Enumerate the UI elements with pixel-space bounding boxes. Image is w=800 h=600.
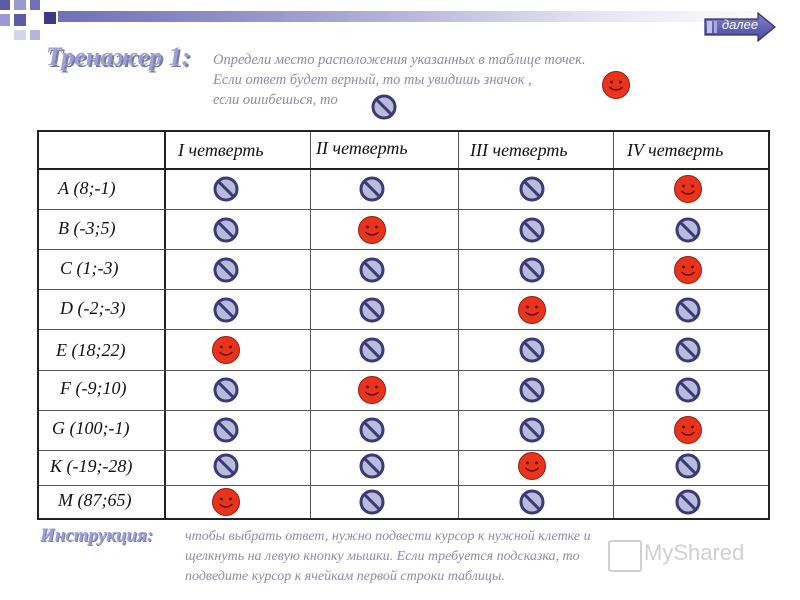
column-header-quadrant-3[interactable]: III четверть (470, 140, 568, 160)
answer-cell[interactable] (357, 415, 387, 445)
answer-cell[interactable] (673, 415, 703, 445)
page-title: Тренажер 1: (46, 42, 191, 71)
answer-cell[interactable] (211, 375, 241, 405)
instructions-text: чтобы выбрать ответ, нужно подвести курс… (185, 527, 715, 587)
answer-cell[interactable] (517, 375, 547, 405)
answer-cell[interactable] (357, 451, 387, 481)
answer-cell[interactable] (673, 215, 703, 245)
presentation-icon (608, 540, 642, 572)
next-button-label: далее (722, 17, 759, 32)
answer-cell[interactable] (357, 215, 387, 245)
answer-cell[interactable] (673, 375, 703, 405)
column-header-quadrant-4[interactable]: IV четверть (627, 140, 724, 160)
row-label: М (87;65) (58, 490, 132, 510)
grid-line (39, 168, 768, 170)
answer-cell[interactable] (673, 487, 703, 517)
answer-cell[interactable] (517, 451, 547, 481)
header-decoration (0, 0, 800, 50)
answer-cell[interactable] (517, 174, 547, 204)
deco-square (14, 14, 26, 26)
grid-line (39, 370, 768, 371)
answer-cell[interactable] (357, 487, 387, 517)
task-line: если ошибешься, то (213, 92, 338, 108)
row-label: F (-9;10) (60, 378, 127, 398)
task-line: Если ответ будет верный, то ты увидишь з… (213, 72, 532, 88)
row-label: В (-3;5) (58, 218, 116, 238)
answer-cell[interactable] (211, 487, 241, 517)
task-line: Определи место расположения указанных в … (213, 52, 586, 68)
answer-cell[interactable] (673, 174, 703, 204)
instruction-line: чтобы выбрать ответ, нужно подвести курс… (185, 529, 591, 544)
deco-square (30, 0, 40, 10)
answer-cell[interactable] (357, 174, 387, 204)
instruction-line: щелкнуть на левую кнопку мышки. Если тре… (185, 549, 580, 564)
answer-cell[interactable] (673, 335, 703, 365)
answer-cell[interactable] (517, 215, 547, 245)
grid-line (613, 132, 614, 518)
grid-line (310, 132, 311, 518)
instruction-line: подведите курсор к ячейкам первой строки… (185, 569, 505, 584)
column-header-quadrant-1[interactable]: I четверть (178, 140, 264, 160)
answer-cell[interactable] (517, 487, 547, 517)
answer-cell[interactable] (211, 295, 241, 325)
answer-cell[interactable] (211, 451, 241, 481)
answer-cell[interactable] (517, 335, 547, 365)
answer-cell[interactable] (517, 415, 547, 445)
deco-square (0, 0, 10, 10)
grid-line (39, 289, 768, 290)
grid-line (39, 329, 768, 330)
answer-cell[interactable] (517, 255, 547, 285)
gradient-bar (58, 11, 780, 22)
column-header-quadrant-2[interactable]: II четверть (316, 138, 408, 158)
grid-line (39, 450, 768, 451)
answer-cell[interactable] (211, 255, 241, 285)
instructions-title: Инструкция: (40, 525, 154, 546)
answer-cell[interactable] (211, 174, 241, 204)
answer-cell[interactable] (673, 295, 703, 325)
prohibited-sign-icon (370, 93, 398, 126)
quadrant-table (37, 130, 770, 520)
task-description: Определи место расположения указанных в … (213, 50, 693, 110)
answer-cell[interactable] (211, 415, 241, 445)
row-label: А (8;-1) (58, 178, 116, 198)
grid-line (39, 485, 768, 486)
row-label: С (1;-3) (60, 258, 119, 278)
answer-cell[interactable] (357, 335, 387, 365)
answer-cell[interactable] (517, 295, 547, 325)
row-label: К (-19;-28) (50, 456, 133, 476)
grid-line (39, 410, 768, 411)
grid-line (39, 209, 768, 210)
grid-line (164, 132, 166, 518)
deco-square (0, 14, 10, 26)
deco-square (14, 30, 26, 40)
row-label: D (-2;-3) (60, 298, 126, 318)
watermark-logo: MyShared (608, 538, 768, 572)
answer-cell[interactable] (211, 335, 241, 365)
smiley-face-icon (601, 70, 631, 105)
watermark-text: MyShared (644, 540, 745, 565)
deco-square (14, 0, 26, 10)
grid-line (39, 249, 768, 250)
answer-cell[interactable] (357, 295, 387, 325)
deco-square (44, 12, 56, 24)
next-button[interactable]: далее (704, 12, 776, 42)
row-label: Е (18;22) (56, 340, 126, 360)
answer-cell[interactable] (673, 255, 703, 285)
row-label: G (100;-1) (52, 418, 130, 438)
answer-cell[interactable] (357, 375, 387, 405)
grid-line (458, 132, 459, 518)
deco-square (30, 30, 40, 40)
answer-cell[interactable] (673, 451, 703, 481)
arrow-right-icon (704, 12, 776, 42)
answer-cell[interactable] (211, 215, 241, 245)
answer-cell[interactable] (357, 255, 387, 285)
